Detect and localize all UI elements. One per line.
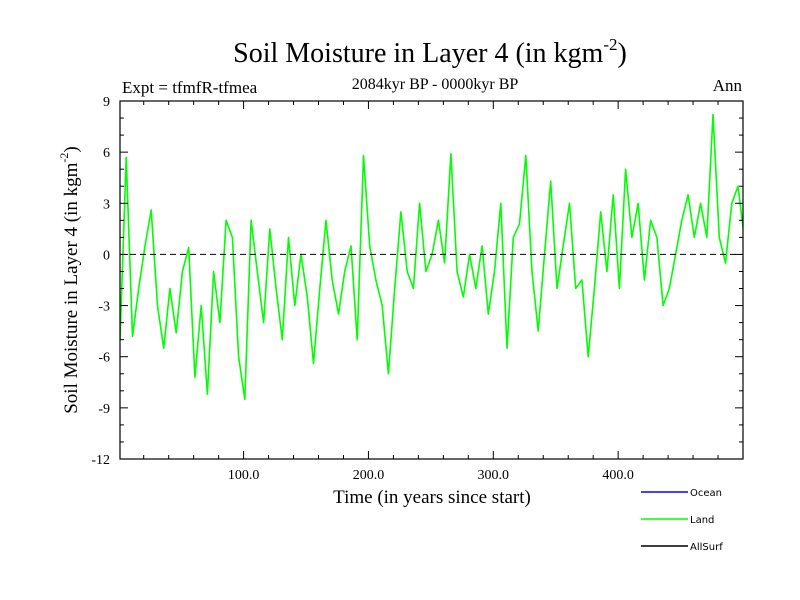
legend-label-land: Land: [690, 515, 714, 526]
y-tick-label: 3: [103, 197, 110, 212]
x-tick-label: 300.0: [478, 468, 510, 483]
y-tick-label: -6: [98, 351, 110, 366]
plot-area: 100.0 200.0 300.0 400.0 -12 -9 -6 -3 0 3 6 9: [91, 95, 744, 483]
x-axis-label: Time (in years since start): [333, 487, 531, 508]
chart-title: Soil Moisture in Layer 4 (in kgm-2): [233, 35, 627, 69]
y-tick-label: -3: [98, 300, 110, 315]
legend-label-ocean: Ocean: [690, 488, 722, 499]
legend-label-allsurf: AllSurf: [690, 542, 723, 553]
x-tick-label: 200.0: [353, 468, 385, 483]
y-tick-label: -9: [98, 402, 110, 417]
y-axis-label: Soil Moisture in Layer 4 (in kgm-2): [57, 146, 82, 414]
experiment-label: Expt = tfmfR-tfmea: [122, 78, 258, 97]
legend: Ocean Land AllSurf: [641, 488, 723, 553]
plot-frame: [119, 100, 744, 460]
season-label: Ann: [713, 76, 743, 95]
y-tick-label: 6: [103, 146, 110, 161]
y-tick-label: 9: [103, 95, 110, 110]
x-tick-label: 400.0: [602, 468, 634, 483]
y-tick-label: 0: [103, 248, 110, 263]
x-tick-label: 100.0: [228, 468, 260, 483]
chart-subtitle: 2084kyr BP - 0000kyr BP: [352, 76, 519, 93]
series-line-land: [120, 113, 743, 401]
y-tick-label: -12: [91, 453, 110, 468]
